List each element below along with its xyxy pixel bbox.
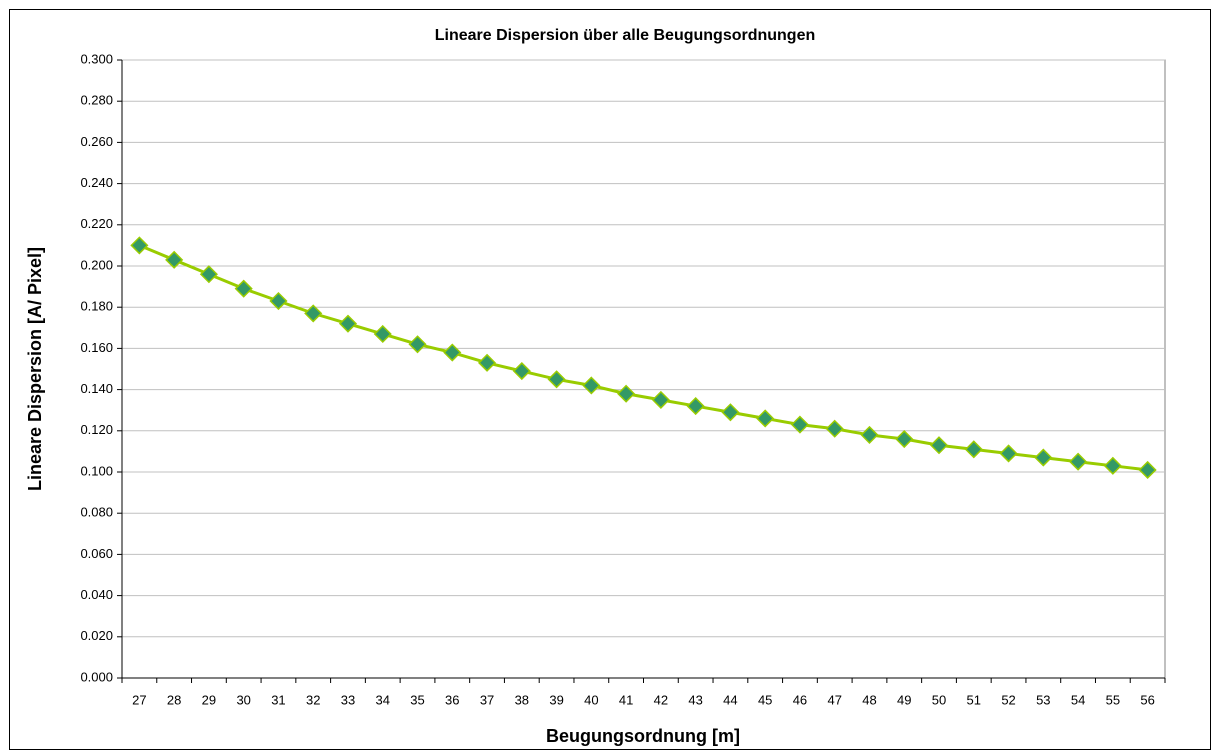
x-tick-label: 38 [515, 692, 529, 707]
x-axis-label: Beugungsordnung [m] [546, 726, 740, 746]
y-tick-label: 0.140 [80, 381, 113, 396]
y-tick-label: 0.120 [80, 422, 113, 437]
y-tick-label: 0.260 [80, 134, 113, 149]
y-tick-label: 0.280 [80, 93, 113, 108]
x-tick-label: 30 [236, 692, 250, 707]
x-tick-label: 31 [271, 692, 285, 707]
data-point [130, 236, 149, 255]
data-point [338, 314, 358, 333]
x-tick-label: 35 [410, 692, 424, 707]
data-point [477, 353, 497, 372]
data-point [443, 343, 462, 362]
data-point [825, 419, 844, 438]
x-tick-label: 41 [619, 692, 633, 707]
data-point [165, 250, 184, 269]
x-tick-label: 54 [1071, 692, 1085, 707]
data-point [408, 335, 427, 354]
x-tick-label: 40 [584, 692, 598, 707]
x-tick-label: 56 [1140, 692, 1154, 707]
data-point [721, 403, 740, 422]
x-tick-label: 46 [793, 692, 807, 707]
y-tick-label: 0.240 [80, 175, 113, 190]
data-point [512, 361, 531, 381]
x-tick-label: 44 [723, 692, 737, 707]
x-tick-label: 53 [1036, 692, 1050, 707]
y-tick-label: 0.220 [80, 216, 113, 231]
data-point [1069, 452, 1088, 471]
x-tick-label: 45 [758, 692, 772, 707]
y-tick-label: 0.080 [80, 505, 113, 520]
y-tick-label: 0.040 [80, 587, 113, 602]
data-point [929, 436, 949, 455]
x-tick-label: 43 [688, 692, 702, 707]
chart-title: Lineare Dispersion über alle Beugungsord… [435, 27, 816, 44]
x-tick-label: 42 [654, 692, 668, 707]
data-point [373, 324, 392, 344]
data-point [999, 444, 1018, 463]
y-tick-label: 0.160 [80, 340, 113, 355]
data-point [1103, 456, 1122, 475]
x-tick-label: 28 [167, 692, 181, 707]
data-point [547, 370, 566, 389]
data-point [686, 397, 705, 416]
y-tick-label: 0.060 [80, 546, 113, 561]
plot-area [121, 59, 1166, 679]
data-point [860, 425, 879, 444]
data-point [964, 440, 983, 459]
x-tick-label: 36 [445, 692, 459, 707]
x-tick-label: 39 [549, 692, 563, 707]
data-point [756, 409, 775, 428]
y-tick-label: 0.020 [80, 628, 113, 643]
y-tick-label: 0.100 [80, 463, 113, 478]
x-tick-label: 27 [132, 692, 146, 707]
data-point [895, 429, 914, 449]
x-tick-label: 34 [376, 692, 390, 707]
x-tick-label: 52 [1001, 692, 1015, 707]
x-tick-label: 51 [967, 692, 981, 707]
data-point [269, 291, 288, 311]
x-tick-label: 47 [827, 692, 841, 707]
x-tick-label: 49 [897, 692, 911, 707]
y-axis-label: Lineare Dispersion [A/ Pixel] [25, 247, 45, 491]
data-point [651, 390, 670, 409]
x-tick-label: 55 [1106, 692, 1120, 707]
y-tick-label: 0.000 [80, 669, 113, 684]
data-point [582, 376, 601, 395]
data-point [617, 384, 636, 403]
x-tick-label: 33 [341, 692, 355, 707]
x-tick-label: 48 [862, 692, 876, 707]
x-tick-label: 50 [932, 692, 946, 707]
x-tick-label: 37 [480, 692, 494, 707]
x-tick-label: 29 [202, 692, 216, 707]
y-tick-label: 0.200 [80, 257, 113, 272]
data-point [304, 304, 323, 323]
data-point [1138, 460, 1157, 480]
data-point [199, 265, 218, 284]
y-tick-label: 0.180 [80, 299, 113, 314]
y-tick-label: 0.300 [80, 51, 113, 66]
data-point [1034, 448, 1053, 467]
data-point [234, 279, 253, 298]
data-point [790, 415, 810, 434]
x-tick-label: 32 [306, 692, 320, 707]
